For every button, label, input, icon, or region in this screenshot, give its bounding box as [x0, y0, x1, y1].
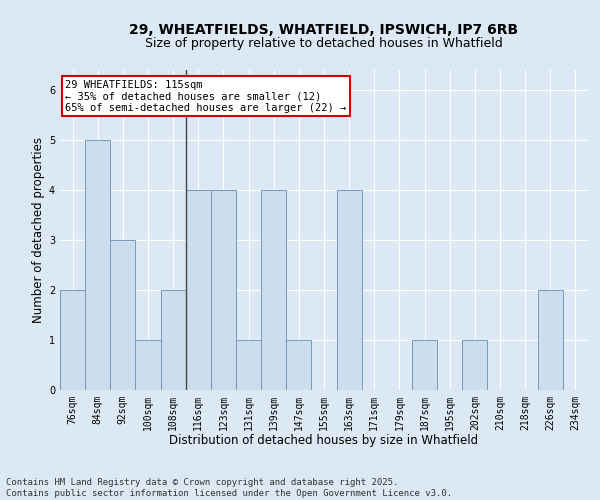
- Bar: [337, 190, 362, 390]
- X-axis label: Distribution of detached houses by size in Whatfield: Distribution of detached houses by size …: [169, 434, 479, 448]
- Bar: [211, 190, 236, 390]
- Y-axis label: Number of detached properties: Number of detached properties: [32, 137, 45, 323]
- Bar: [462, 340, 487, 390]
- Bar: [538, 290, 563, 390]
- Bar: [60, 290, 85, 390]
- Bar: [236, 340, 261, 390]
- Bar: [110, 240, 136, 390]
- Text: Contains HM Land Registry data © Crown copyright and database right 2025.
Contai: Contains HM Land Registry data © Crown c…: [6, 478, 452, 498]
- Text: Size of property relative to detached houses in Whatfield: Size of property relative to detached ho…: [145, 38, 503, 51]
- Bar: [85, 140, 110, 390]
- Bar: [261, 190, 286, 390]
- Text: 29 WHEATFIELDS: 115sqm
← 35% of detached houses are smaller (12)
65% of semi-det: 29 WHEATFIELDS: 115sqm ← 35% of detached…: [65, 80, 347, 113]
- Bar: [286, 340, 311, 390]
- Bar: [186, 190, 211, 390]
- Bar: [136, 340, 161, 390]
- Bar: [412, 340, 437, 390]
- Text: 29, WHEATFIELDS, WHATFIELD, IPSWICH, IP7 6RB: 29, WHEATFIELDS, WHATFIELD, IPSWICH, IP7…: [130, 22, 518, 36]
- Bar: [161, 290, 186, 390]
